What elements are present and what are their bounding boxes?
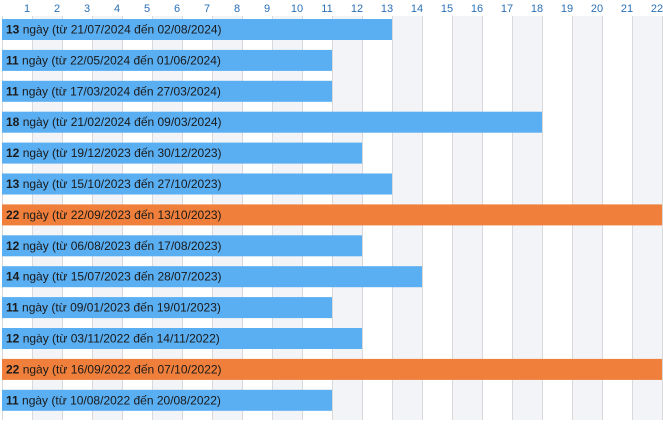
bar: [2, 49, 332, 71]
bar-label: 18 ngày (từ 21/02/2024 đến 09/03/2024): [6, 115, 222, 129]
bar-label: 11 ngày (từ 10/08/2022 đến 20/08/2022): [6, 393, 221, 407]
bar-label: 12 ngày (từ 06/08/2023 đến 17/08/2023): [6, 239, 222, 253]
x-tick-label: 12: [351, 3, 363, 15]
bar: [2, 266, 422, 288]
bar: [2, 235, 362, 257]
x-tick-label: 6: [174, 3, 180, 15]
bar-label: 13 ngày (từ 21/07/2024 đến 02/08/2024): [6, 23, 222, 37]
bar: [2, 328, 362, 349]
x-tick-label: 16: [471, 3, 483, 15]
bar-label: 11 ngày (từ 17/03/2024 đến 27/03/2024): [6, 84, 221, 98]
x-tick-label: 11: [321, 3, 332, 15]
bar: [2, 204, 662, 226]
x-tick-label: 22: [651, 3, 663, 15]
x-tick-label: 7: [204, 3, 210, 15]
bar: [2, 173, 392, 195]
bar: [2, 111, 542, 133]
bar-label: 14 ngày (từ 15/07/2023 đến 28/07/2023): [6, 270, 222, 284]
bar-label: 22 ngày (từ 22/09/2023 đến 13/10/2023): [6, 208, 222, 222]
bar: [2, 358, 662, 380]
bar-label: 12 ngày (từ 19/12/2023 đến 30/12/2023): [6, 146, 222, 160]
x-tick-label: 4: [114, 3, 120, 15]
bar-label: 22 ngày (từ 16/09/2022 đến 07/10/2022): [6, 362, 222, 376]
x-tick-label: 18: [531, 3, 543, 15]
bar: [2, 142, 362, 164]
x-tick-label: 20: [591, 3, 603, 15]
bar: [2, 389, 332, 411]
x-tick-label: 19: [561, 3, 573, 15]
x-tick-label: 3: [84, 3, 90, 15]
bar: [2, 80, 332, 102]
x-tick-label: 13: [381, 3, 393, 15]
x-tick-label: 1: [24, 3, 30, 15]
x-tick-label: 2: [54, 3, 60, 15]
bar-label: 13 ngày (từ 15/10/2023 đến 27/10/2023): [6, 177, 222, 191]
x-tick-label: 9: [264, 3, 270, 15]
bar-label: 11 ngày (từ 09/01/2023 đến 19/01/2023): [6, 301, 221, 315]
x-tick-label: 17: [501, 3, 513, 15]
bar-label: 11 ngày (từ 22/05/2024 đến 01/06/2024): [6, 53, 221, 67]
x-tick-label: 21: [621, 3, 633, 15]
bar: [2, 297, 332, 319]
x-tick-label: 8: [234, 3, 240, 15]
bar: [2, 19, 392, 40]
x-tick-label: 10: [291, 3, 303, 15]
x-tick-label: 14: [411, 3, 423, 15]
x-tick-label: 5: [144, 3, 150, 15]
x-tick-label: 15: [441, 3, 453, 15]
bar-label: 12 ngày (từ 03/11/2022 đến 14/11/2022): [6, 332, 220, 346]
